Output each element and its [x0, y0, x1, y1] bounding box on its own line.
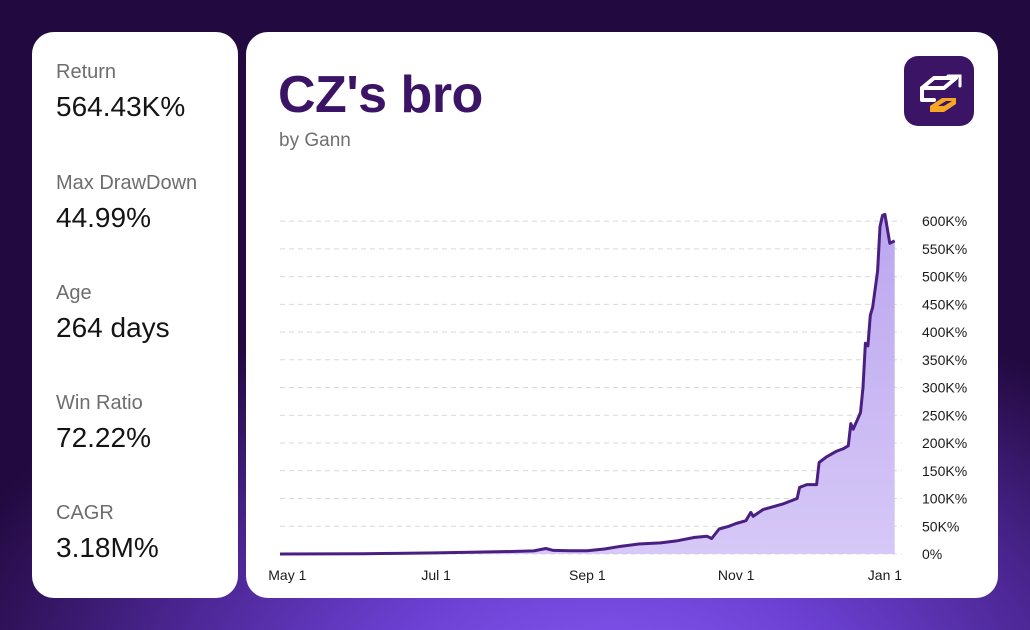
x-tick-label: Sep 1	[569, 567, 606, 583]
chart-area: 0% 50K% 100K% 150K% 200K% 250K% 300K% 350K% 400K…	[268, 212, 967, 583]
series-line	[279, 212, 896, 556]
y-tick-label: 100K%	[922, 491, 967, 507]
x-tick-label: Jan 1	[868, 567, 902, 583]
stat-label: Win Ratio	[56, 392, 143, 414]
y-tick-label: 350K%	[922, 352, 967, 368]
y-tick-label: 50K%	[922, 518, 959, 534]
stat-age: Age 264 days	[56, 281, 170, 345]
y-tick-label: 200K%	[922, 435, 967, 451]
series-area	[280, 214, 895, 554]
y-tick-label: 0%	[922, 546, 942, 562]
x-tick-label: May 1	[268, 567, 306, 583]
stat-cagr: CAGR 3.18M%	[56, 501, 159, 565]
stat-value: 264 days	[56, 312, 170, 343]
y-tick-label: 550K%	[922, 241, 967, 257]
y-tick-label: 150K%	[922, 463, 967, 479]
stat-value: 44.99%	[56, 202, 151, 233]
y-tick-label: 400K%	[922, 324, 967, 340]
y-tick-label: 500K%	[922, 269, 967, 285]
y-tick-label: 600K%	[922, 213, 967, 229]
chart-card: CZ's bro by Gann 0% 50K% 100K% 150K% 200K% 25…	[246, 32, 998, 598]
chart-subtitle: by Gann	[279, 130, 351, 151]
stats-card: Return 564.43K% Max DrawDown 44.99% Age …	[32, 32, 238, 598]
stat-value: 72.22%	[56, 422, 151, 453]
stat-return: Return 564.43K%	[56, 60, 185, 124]
chart-title: CZ's bro	[278, 66, 483, 124]
stat-label: Age	[56, 282, 92, 304]
stat-label: Max DrawDown	[56, 172, 198, 194]
stat-win-ratio: Win Ratio 72.22%	[56, 391, 151, 455]
stat-label: CAGR	[56, 502, 114, 524]
brand-logo-icon	[904, 56, 974, 126]
stat-max-drawdown: Max DrawDown 44.99%	[56, 171, 197, 235]
stat-value: 3.18M%	[56, 532, 159, 563]
y-tick-label: 250K%	[922, 407, 967, 423]
x-tick-label: Nov 1	[718, 567, 755, 583]
stat-label: Return	[56, 61, 117, 83]
x-tick-label: Jul 1	[421, 567, 451, 583]
y-tick-label: 300K%	[922, 380, 967, 396]
stat-value: 564.43K%	[56, 91, 186, 122]
y-tick-label: 450K%	[922, 296, 967, 312]
